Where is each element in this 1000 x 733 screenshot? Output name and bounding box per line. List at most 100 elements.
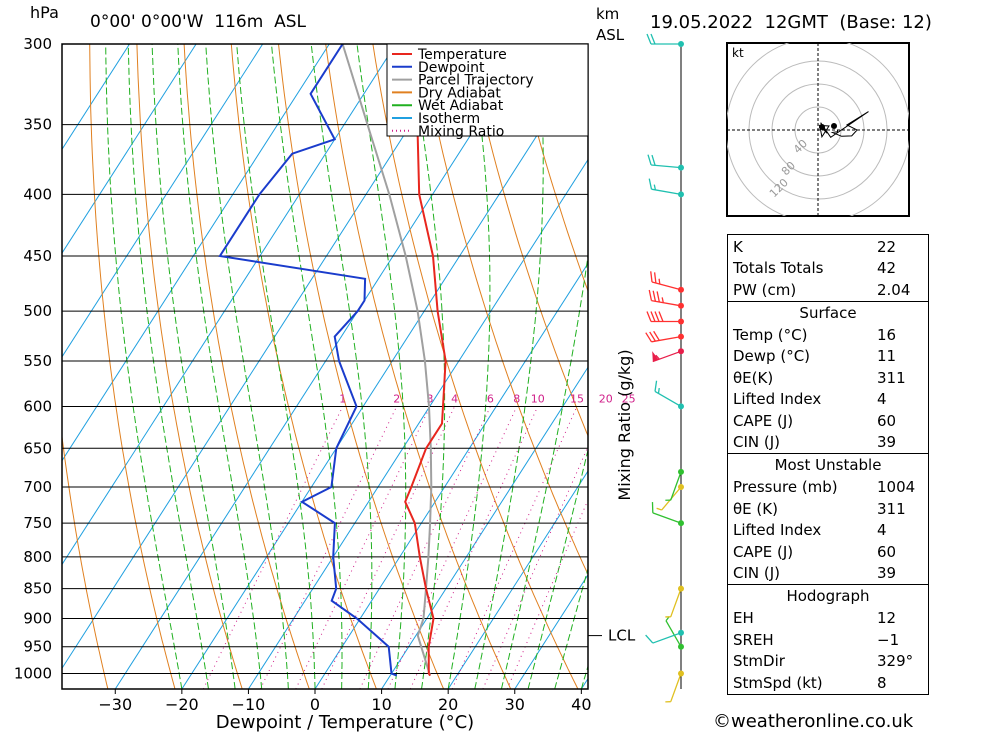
wet-adiabat-line — [270, 44, 343, 689]
storm-motion-dot — [819, 124, 825, 130]
x-tick-label: −10 — [232, 695, 266, 714]
mixing-ratio-line — [506, 498, 588, 689]
wind-barb — [648, 289, 682, 307]
temperature-line — [404, 44, 447, 677]
wind-barb — [646, 33, 681, 45]
isotherm-line — [62, 44, 197, 254]
km-unit-label: km — [596, 5, 620, 23]
table-row: Totals Totals 42 — [728, 258, 928, 280]
wet-adiabat-line — [500, 252, 588, 689]
isotherm-line — [381, 366, 588, 689]
dry-adiabat-line — [230, 44, 377, 689]
pressure-tick-label: 450 — [23, 247, 52, 265]
table-row: CIN (J) 39 — [728, 432, 928, 454]
pressure-tick-label: 1000 — [14, 665, 52, 683]
table-row-label: Pressure (mb) — [733, 478, 838, 497]
isotherm-line — [447, 470, 588, 689]
wind-level-dot — [678, 164, 684, 171]
table-row-label: CIN (J) — [733, 433, 781, 452]
table-row-label: Dewp (°C) — [733, 347, 811, 366]
table-row-label: SREH — [733, 630, 774, 649]
table-row-value: 60 — [877, 411, 897, 430]
pressure-tick-label: 750 — [23, 514, 52, 532]
table-row-value: 22 — [877, 237, 897, 256]
wind-barb — [647, 154, 682, 169]
mixing-ratio-label: 1 — [339, 392, 346, 405]
legend-label: Parcel Trajectory — [418, 73, 534, 89]
pressure-tick-label: 800 — [23, 548, 52, 566]
wet-adiabat-line — [236, 44, 316, 689]
wind-barb — [646, 311, 681, 323]
table-row-value: 1004 — [877, 478, 916, 497]
dewpoint-line — [218, 44, 398, 677]
pressure-tick-label: 350 — [23, 116, 52, 134]
x-tick-label: −20 — [165, 695, 199, 714]
surface-title: Surface — [799, 303, 857, 322]
wind-barb — [665, 471, 682, 501]
pressure-tick-label: 550 — [23, 352, 52, 370]
wind-barb — [665, 588, 682, 618]
mixing-ratio-label: 4 — [451, 392, 458, 405]
isotherm-line — [62, 44, 463, 670]
dry-adiabat-line — [62, 432, 109, 689]
wind-level-dot — [678, 333, 684, 340]
wet-adiabat-line — [151, 44, 236, 689]
table-row: Temp (°C) 16 — [728, 324, 928, 346]
pressure-tick-label: 400 — [23, 185, 52, 203]
wet-adiabat-line — [127, 44, 209, 689]
x-tick-label: −30 — [98, 695, 132, 714]
dry-adiabat-line — [466, 44, 588, 438]
hpa-unit-label: hPa — [30, 3, 59, 22]
table-row-value: 4 — [877, 390, 887, 409]
table-row-label: Lifted Index — [733, 521, 822, 540]
isotherm-line — [248, 158, 588, 689]
plot-frame — [61, 43, 589, 690]
table-row-value: 4 — [877, 521, 887, 540]
legend-label: Wet Adiabat — [418, 98, 504, 114]
wet-adiabat-line — [105, 44, 183, 689]
wind-barb — [656, 486, 682, 511]
indices-table: K 22 Totals Totals 42 PW (cm) 2.04 Surface Te… — [727, 234, 929, 695]
legend-label: Dry Adiabat — [418, 85, 501, 101]
mixing-ratio-axis-title: Mixing Ratio (g/kg) — [615, 349, 634, 500]
footer-credit[interactable]: ©weatheronline.co.uk — [713, 711, 914, 732]
x-axis-title: Dewpoint / Temperature (°C) — [216, 712, 474, 733]
table-row-value: 329° — [877, 652, 914, 671]
legend-label: Isotherm — [418, 111, 480, 127]
mixing-ratio-label: 20 — [599, 392, 613, 405]
table-row-value: −1 — [877, 630, 900, 649]
table-row-value: 11 — [877, 347, 897, 366]
table-row: K 22 — [728, 236, 928, 258]
wind-level-dot — [678, 286, 684, 293]
wind-column — [645, 33, 684, 703]
dry-adiabat-line — [278, 44, 445, 689]
dry-adiabat-line — [183, 44, 310, 689]
pressure-tick-label: 650 — [23, 439, 52, 457]
wet-adiabat-line — [474, 44, 544, 689]
table-row: PW (cm) 2.04 — [728, 279, 928, 301]
table-row-label: StmDir — [733, 652, 785, 671]
location-label: 0°00' 0°00'W 116m ASL — [90, 12, 306, 32]
table-row: Lifted Index 4 — [728, 389, 928, 411]
dry-adiabat-line — [986, 44, 1000, 689]
dry-adiabat-line — [419, 44, 588, 576]
table-row-value: 42 — [877, 259, 897, 278]
table-row-label: PW (cm) — [733, 280, 797, 299]
mixing-ratio-label: 6 — [487, 392, 494, 405]
table-row-value: 39 — [877, 433, 897, 452]
table-row-value: 311 — [877, 368, 906, 387]
dry-adiabat-line — [136, 44, 243, 689]
pressure-tick-label: 850 — [23, 580, 52, 598]
wind-level-dot — [678, 484, 684, 490]
wet-adiabat-line — [356, 44, 407, 689]
table-row-label: CAPE (J) — [733, 411, 794, 430]
wind-barb — [651, 502, 682, 524]
pressure-tick-label: 500 — [23, 302, 52, 320]
table-row: Pressure (mb) 1004 — [728, 477, 928, 499]
x-tick-label: 20 — [438, 695, 458, 714]
table-row: Lifted Index 4 — [728, 520, 928, 542]
isotherm-line — [514, 573, 588, 689]
wind-barb — [652, 350, 682, 363]
wind-barb — [665, 673, 682, 703]
